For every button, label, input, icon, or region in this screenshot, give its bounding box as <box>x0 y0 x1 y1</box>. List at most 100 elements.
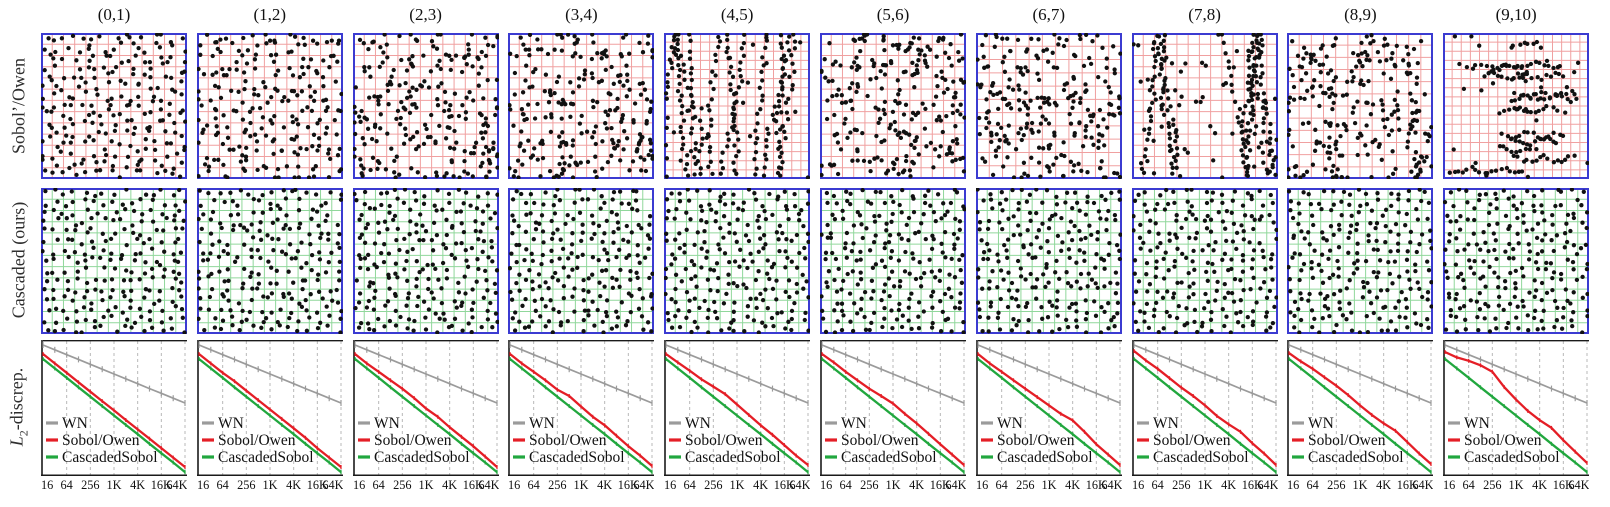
cascaded-scatter-(5,6) <box>819 188 966 334</box>
x-tick-label: 256 <box>1016 478 1034 492</box>
legend-label: CascadedSobol <box>529 449 625 466</box>
sobol-owen-scatter-(2,3) <box>352 33 499 179</box>
panel-title: (0,1) <box>97 5 131 24</box>
panel-column-(6,7): (6,7) WN Sobol/Owen CascadedSobol 16 64 256 1K 4… <box>975 0 1122 492</box>
legend-label: WN <box>1153 415 1179 432</box>
x-tick-label: 1K <box>1353 478 1368 492</box>
legend-label: Sobol/Owen <box>529 432 607 449</box>
x-tick-label: 4K <box>286 478 301 492</box>
x-tick-label: 64K <box>1413 478 1434 492</box>
legend-label: WN <box>218 415 244 432</box>
legend-label: CascadedSobol <box>841 449 937 466</box>
legend-label: Sobol/Owen <box>374 432 452 449</box>
x-tick-label: 4K <box>442 478 457 492</box>
x-tick-label: 4K <box>1221 478 1236 492</box>
sobol-owen-scatter-(1,2) <box>196 33 343 179</box>
legend-label: Sobol/Owen <box>1464 432 1542 449</box>
plot-border <box>1287 33 1434 179</box>
legend-label: Sobol/Owen <box>841 432 919 449</box>
x-tick-label: 64 <box>528 478 540 492</box>
x-tick-label: 256 <box>393 478 411 492</box>
x-tick-label: 16 <box>1287 478 1299 492</box>
x-tick-label: 256 <box>1483 478 1501 492</box>
legend-label: Sobol/Owen <box>62 432 140 449</box>
x-tick-label: 16 <box>353 478 365 492</box>
plot-border <box>1443 188 1590 334</box>
plot-border <box>819 33 966 179</box>
x-tick-label: 1K <box>1509 478 1524 492</box>
legend-label: Sobol/Owen <box>218 432 296 449</box>
x-tick-label: 16K <box>1397 478 1418 492</box>
panel-column-(7,8): (7,8) WN Sobol/Owen CascadedSobol 16 64 256 1K 4… <box>1131 0 1278 492</box>
sobol-owen-scatter-(7,8) <box>1131 33 1278 179</box>
x-tick-label: 16 <box>41 478 53 492</box>
panel-column-(0,1): (0,1) WN Sobol/Owen CascadedSobol 16 64 256 1K 4… <box>41 0 187 492</box>
sobol-owen-scatter-(9,10) <box>1443 33 1590 179</box>
x-tick-label: 1K <box>1041 478 1056 492</box>
x-tick-label: 1K <box>885 478 900 492</box>
x-tick-label: 4K <box>753 478 768 492</box>
x-tick-label: 64K <box>790 478 811 492</box>
sobol-owen-scatter-(3,4) <box>508 33 655 179</box>
cascaded-scatter-(1,2) <box>196 188 343 334</box>
plot-border <box>196 33 343 179</box>
panel-title: (7,8) <box>1188 5 1221 24</box>
x-tick-label: 64K <box>634 478 655 492</box>
plot-border <box>819 188 966 334</box>
plot-border <box>1443 33 1590 179</box>
x-tick-label: 4K <box>909 478 924 492</box>
row-label-sobol-owen: Sobol’/Owen <box>8 58 29 154</box>
x-tick-label: 1K <box>730 478 745 492</box>
x-tick-label: 64 <box>61 478 73 492</box>
x-tick-label: 64 <box>216 478 228 492</box>
legend-label: Sobol/Owen <box>1308 432 1386 449</box>
x-tick-label: 64 <box>1151 478 1163 492</box>
panel-title: (1,2) <box>253 5 287 24</box>
x-tick-label: 16K <box>774 478 795 492</box>
x-tick-label: 4K <box>1532 478 1547 492</box>
l2-discrep-text: -discrep. <box>6 367 27 431</box>
x-tick-label: 16K <box>151 478 172 492</box>
legend-label: CascadedSobol <box>685 449 781 466</box>
legend-label: WN <box>685 415 711 432</box>
legend-label: Sobol/Owen <box>685 432 763 449</box>
row-label-cascaded-ours: Cascaded (ours) <box>8 201 29 319</box>
x-tick-label: 64K <box>945 478 966 492</box>
x-tick-label: 4K <box>130 478 145 492</box>
x-tick-label: 1K <box>1197 478 1212 492</box>
x-tick-label: 16K <box>1241 478 1262 492</box>
legend-label: WN <box>841 415 867 432</box>
row-label-l2-discrepancy: L2-discrep. <box>7 368 32 447</box>
sobol-owen-scatter-(5,6) <box>819 33 966 179</box>
x-tick-label: 16K <box>1553 478 1574 492</box>
x-tick-label: 256 <box>237 478 255 492</box>
x-tick-label: 64 <box>1307 478 1319 492</box>
plot-border <box>975 188 1122 334</box>
panel-column-(9,10): (9,10) WN Sobol/Owen CascadedSobol 16 64 256 1K… <box>1443 0 1590 492</box>
panel-title: (4,5) <box>720 5 754 24</box>
x-tick-label: 16 <box>976 478 988 492</box>
panel-column-(4,5): (4,5) WN Sobol/Owen CascadedSobol 16 64 256 1K 4… <box>664 0 811 492</box>
panel-title: (3,4) <box>565 5 598 24</box>
x-tick-label: 64 <box>840 478 852 492</box>
legend-label: CascadedSobol <box>218 449 314 466</box>
cascaded-scatter-(2,3) <box>352 188 499 334</box>
x-tick-label: 1K <box>574 478 589 492</box>
cascaded-scatter-(4,5) <box>664 188 811 334</box>
cascaded-scatter-(8,9) <box>1287 188 1434 334</box>
panel-title: (2,3) <box>409 5 442 24</box>
plot-border <box>664 188 811 334</box>
x-tick-label: 16 <box>1132 478 1144 492</box>
x-tick-label: 64K <box>166 478 187 492</box>
x-tick-label: 16 <box>664 478 676 492</box>
panel-column-(2,3): (2,3) WN Sobol/Owen CascadedSobol 16 64 256 1K 4… <box>352 0 499 492</box>
x-tick-label: 4K <box>1065 478 1080 492</box>
x-tick-label: 1K <box>106 478 121 492</box>
